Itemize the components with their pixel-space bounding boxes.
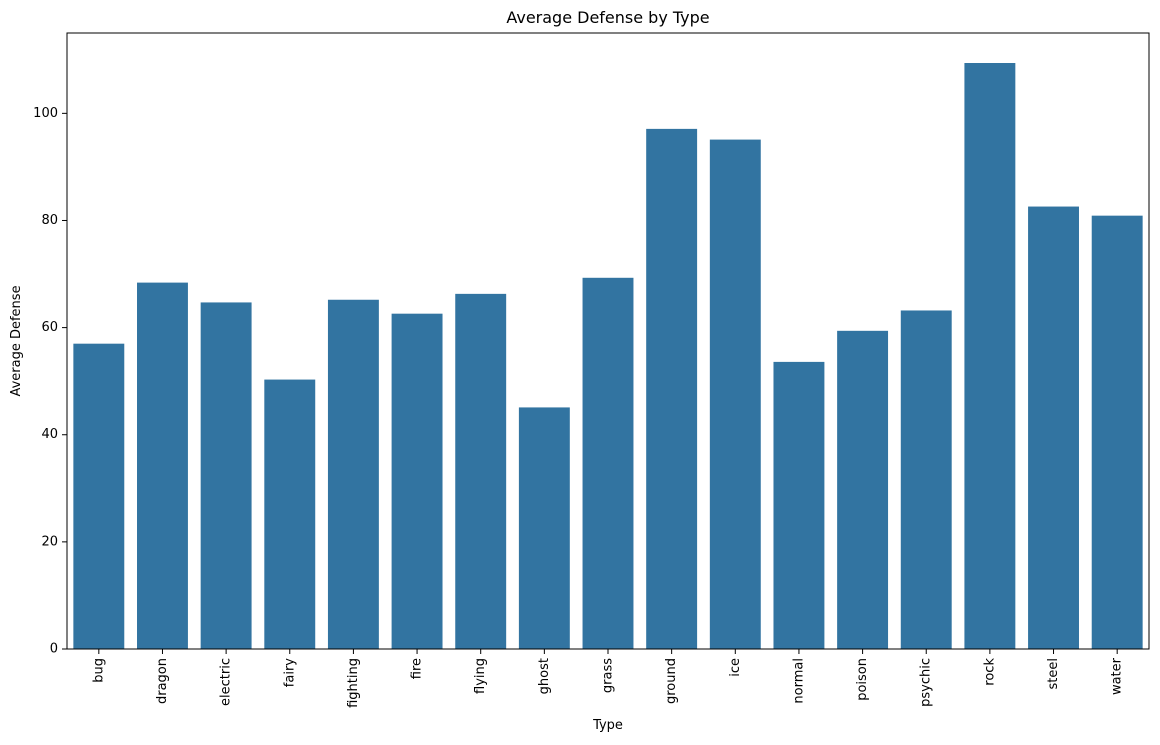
- x-axis-label: Type: [592, 718, 623, 733]
- bar-grass: [582, 277, 634, 649]
- bar-bug: [73, 343, 125, 649]
- y-tick-label-20: 20: [41, 534, 58, 549]
- bar-fairy: [264, 379, 316, 649]
- y-axis: 0 20 40 60 80 100: [33, 106, 67, 657]
- x-tick-label-psychic: psychic: [919, 658, 934, 707]
- bar-ghost: [518, 407, 570, 649]
- x-tick-label-grass: grass: [601, 658, 616, 693]
- x-tick-label-poison: poison: [855, 658, 870, 701]
- x-axis: bug dragon electric fairy fighting fire flying…: [91, 649, 1125, 708]
- plot-frame: [66, 32, 1150, 650]
- x-tick-label-bug: bug: [91, 658, 106, 683]
- bar-dragon: [137, 282, 188, 649]
- y-axis-label: Average Defense: [9, 285, 24, 396]
- bar-fighting: [327, 299, 379, 649]
- bar-poison: [837, 330, 889, 649]
- bar-steel: [1028, 206, 1079, 650]
- bar-normal: [773, 361, 825, 649]
- y-tick-label-40: 40: [41, 427, 58, 442]
- y-tick-label-60: 60: [41, 320, 58, 335]
- x-tick-label-ice: ice: [728, 658, 743, 677]
- bar-rock: [964, 63, 1016, 649]
- x-tick-label-flying: flying: [473, 658, 488, 694]
- x-tick-label-electric: electric: [219, 658, 234, 706]
- x-tick-label-rock: rock: [982, 658, 997, 686]
- x-tick-label-ground: ground: [664, 658, 679, 704]
- bar-psychic: [900, 310, 952, 649]
- bar-water: [1091, 215, 1143, 649]
- bar-flying: [455, 293, 507, 649]
- bars-group: [73, 63, 1143, 650]
- x-tick-label-fire: fire: [410, 658, 425, 679]
- y-tick-label-80: 80: [41, 213, 58, 228]
- chart-title: Average Defense by Type: [506, 8, 709, 27]
- x-tick-label-steel: steel: [1046, 658, 1061, 689]
- bar-ice: [709, 139, 761, 649]
- x-tick-label-fighting: fighting: [346, 658, 361, 708]
- x-tick-label-ghost: ghost: [537, 658, 552, 694]
- bar-fire: [391, 313, 443, 649]
- x-tick-label-dragon: dragon: [155, 658, 170, 704]
- bar-ground: [646, 128, 698, 649]
- x-tick-label-fairy: fairy: [282, 658, 297, 687]
- y-tick-label-0: 0: [50, 642, 58, 657]
- bar-electric: [200, 302, 252, 649]
- y-tick-label-100: 100: [33, 106, 58, 121]
- x-tick-label-water: water: [1110, 657, 1125, 695]
- x-tick-label-normal: normal: [791, 658, 806, 704]
